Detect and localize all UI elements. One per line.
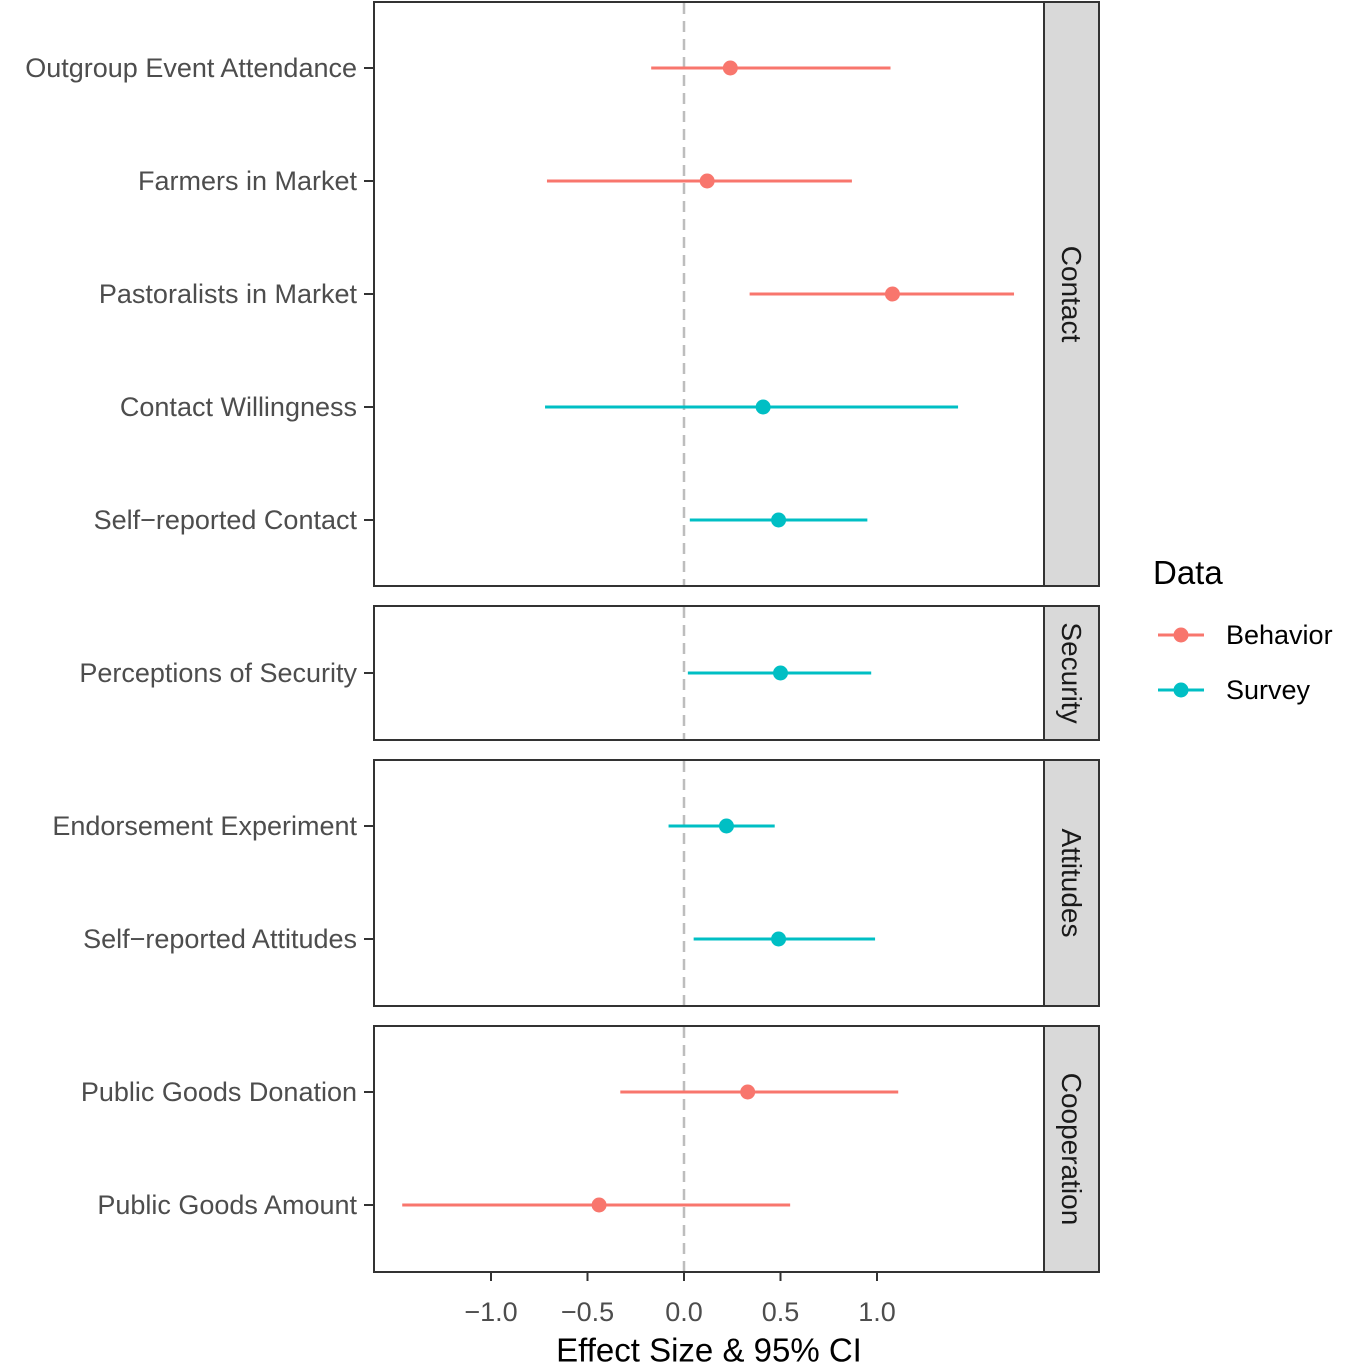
panel-security: Security Perceptions of Security — [79, 605, 1100, 741]
legend-title: Data — [1153, 554, 1223, 591]
point-estimate — [718, 818, 734, 834]
point-estimate — [771, 512, 787, 528]
point-estimate — [722, 60, 738, 76]
strip-security — [1043, 605, 1100, 741]
y-tick-label: Contact Willingness — [120, 392, 357, 422]
y-tick-label: Farmers in Market — [138, 166, 358, 196]
y-tick-label: Perceptions of Security — [79, 658, 357, 688]
y-tick-label: Self−reported Contact — [94, 505, 358, 535]
y-tick-label: Self−reported Attitudes — [83, 924, 357, 954]
y-tick-label: Outgroup Event Attendance — [25, 53, 357, 83]
y-tick-label: Public Goods Amount — [97, 1190, 357, 1220]
legend-label: Survey — [1226, 675, 1311, 705]
panel-frame — [373, 605, 1045, 741]
row-endorsement-experiment: Endorsement Experiment — [52, 811, 775, 841]
point-estimate — [755, 399, 771, 415]
legend-label: Behavior — [1226, 620, 1333, 650]
legend-item-behavior: Behavior — [1158, 620, 1333, 650]
row-public-goods-donation: Public Goods Donation — [81, 1077, 899, 1107]
y-tick-label: Endorsement Experiment — [52, 811, 357, 841]
y-tick-label: Public Goods Donation — [81, 1077, 357, 1107]
strip-cooperation — [1043, 1025, 1100, 1273]
row-outgroup-event-attendance: Outgroup Event Attendance — [25, 53, 891, 83]
x-axis-title: Effect Size & 95% CI — [556, 1332, 862, 1368]
row-contact-willingness: Contact Willingness — [120, 392, 959, 422]
x-tick-label: 1.0 — [858, 1297, 896, 1327]
row-perceptions-of-security: Perceptions of Security — [79, 658, 872, 688]
x-tick-label: −0.5 — [561, 1297, 614, 1327]
point-estimate — [591, 1197, 607, 1213]
legend-item-survey: Survey — [1158, 675, 1311, 705]
row-self-reported-attitudes: Self−reported Attitudes — [83, 924, 876, 954]
panel-cooperation: Cooperation Public Goods Donation Public G… — [81, 1025, 1100, 1273]
row-pastoralists-in-market: Pastoralists in Market — [99, 279, 1015, 309]
point-estimate — [771, 931, 787, 947]
point-estimate — [740, 1084, 756, 1100]
strip-attitudes — [1043, 759, 1100, 1007]
panel-contact: Contact Outgroup Event Attendance Farmers … — [25, 1, 1100, 587]
panel-frame — [373, 759, 1045, 1007]
row-self-reported-contact: Self−reported Contact — [94, 505, 868, 535]
strip-label: Attitudes — [1056, 829, 1087, 938]
panel-attitudes: Attitudes Endorsement Experiment Self−repo… — [52, 759, 1100, 1007]
legend-point — [1173, 682, 1189, 698]
point-estimate — [884, 286, 900, 302]
x-tick-label: 0.5 — [762, 1297, 800, 1327]
row-farmers-in-market: Farmers in Market — [138, 166, 852, 196]
row-public-goods-amount: Public Goods Amount — [97, 1190, 791, 1220]
strip-contact — [1043, 1, 1100, 587]
x-tick-label: −1.0 — [464, 1297, 517, 1327]
strip-label: Contact — [1056, 246, 1087, 343]
y-tick-label: Pastoralists in Market — [99, 279, 358, 309]
legend-point — [1173, 627, 1189, 643]
x-axis: −1.0 −0.5 0.0 0.5 1.0 Effect Size & 95% CI — [464, 1272, 896, 1368]
strip-label: Security — [1056, 622, 1087, 723]
x-tick-label: 0.0 — [665, 1297, 703, 1327]
panel-frame — [373, 1025, 1045, 1273]
point-estimate — [699, 173, 715, 189]
strip-label: Cooperation — [1056, 1073, 1087, 1226]
point-estimate — [773, 665, 788, 681]
